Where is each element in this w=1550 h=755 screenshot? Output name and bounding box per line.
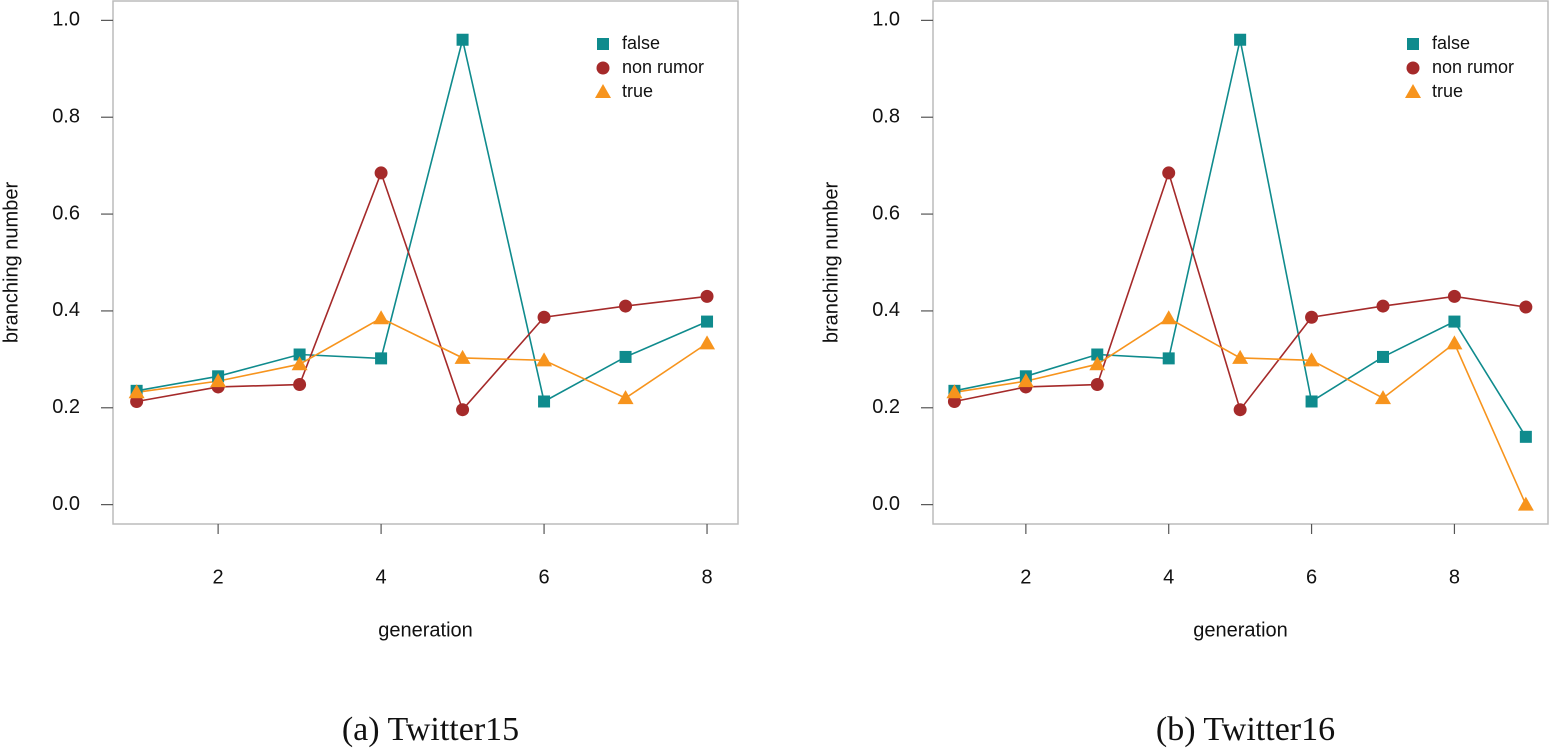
data-point <box>1305 310 1319 324</box>
data-point <box>1376 299 1390 313</box>
y-tick-label: 0.0 <box>52 493 80 515</box>
data-point <box>128 384 145 399</box>
data-point <box>291 356 308 371</box>
y-tick-label: 0.6 <box>872 202 900 224</box>
x-axis-label: generation <box>378 619 473 641</box>
caption: (b) Twitter16 <box>1156 711 1335 748</box>
y-tick-label: 0.4 <box>872 299 900 321</box>
legend-marker <box>596 61 610 75</box>
y-tick-label: 0.8 <box>52 106 80 128</box>
y-tick-label: 0.2 <box>52 396 80 418</box>
data-point <box>1017 373 1034 388</box>
x-tick-label: 4 <box>376 566 387 588</box>
caption: (a) Twitter15 <box>342 711 519 748</box>
data-point <box>1448 315 1461 328</box>
y-tick-label: 0.4 <box>52 299 80 321</box>
y-tick-label: 0.8 <box>872 106 900 128</box>
plot-frame <box>932 0 1549 525</box>
x-tick-label: 8 <box>701 566 712 588</box>
x-tick-label: 6 <box>1306 566 1317 588</box>
x-tick-label: 4 <box>1163 566 1174 588</box>
y-tick-label: 0.0 <box>872 493 900 515</box>
data-point <box>1232 349 1249 364</box>
x-tick-label: 2 <box>1020 566 1031 588</box>
data-point <box>374 166 388 180</box>
data-point <box>1377 350 1389 363</box>
data-point <box>619 350 632 363</box>
legend-marker <box>595 84 611 98</box>
legend-label: false <box>1432 33 1470 53</box>
data-point <box>619 299 633 313</box>
legend-marker <box>1405 84 1421 98</box>
legend-label: true <box>622 81 653 101</box>
data-point <box>293 378 307 392</box>
series-line <box>136 317 708 400</box>
data-point <box>701 315 714 328</box>
data-point <box>1517 496 1534 511</box>
data-point <box>538 395 551 408</box>
series-line <box>136 170 708 412</box>
y-tick-label: 1.0 <box>872 9 900 31</box>
x-tick-label: 8 <box>1449 566 1460 588</box>
data-point <box>1234 33 1247 46</box>
data-point <box>456 403 470 417</box>
data-point <box>1519 300 1533 314</box>
data-point <box>536 352 553 367</box>
data-point <box>1519 430 1532 443</box>
y-axis-label: branching number <box>820 182 842 344</box>
x-tick-label: 2 <box>213 566 224 588</box>
data-point <box>617 390 634 405</box>
series-line <box>954 170 1526 412</box>
data-point <box>1160 310 1177 325</box>
data-point <box>1447 289 1461 303</box>
legend-marker <box>597 38 609 50</box>
data-point <box>1446 335 1463 350</box>
legend-marker <box>1407 38 1419 50</box>
x-axis-label: generation <box>1193 619 1288 641</box>
data-point <box>1375 390 1391 405</box>
data-point <box>1305 395 1318 408</box>
data-point <box>1233 403 1247 417</box>
legend-label: false <box>622 33 660 53</box>
series-line <box>136 39 708 403</box>
x-tick-label: 6 <box>539 566 550 588</box>
y-axis-label: branching number <box>0 182 22 344</box>
data-point <box>293 348 306 361</box>
data-point <box>1303 352 1320 367</box>
y-tick-label: 0.2 <box>872 396 900 418</box>
data-point <box>537 310 551 324</box>
legend-label: non rumor <box>622 57 704 77</box>
data-point <box>1162 352 1175 365</box>
legend-marker <box>1406 61 1420 75</box>
legend-label: non rumor <box>1432 57 1514 77</box>
data-point <box>700 289 714 303</box>
data-point <box>699 335 716 350</box>
data-point <box>373 310 390 325</box>
data-point <box>210 373 227 388</box>
data-point <box>1091 348 1104 361</box>
data-point <box>1089 356 1106 371</box>
y-tick-label: 0.6 <box>52 202 80 224</box>
data-point <box>375 352 388 365</box>
data-point <box>1090 378 1104 392</box>
data-point <box>456 33 469 46</box>
data-point <box>454 349 471 364</box>
plot-frame <box>112 0 739 525</box>
y-tick-label: 1.0 <box>52 9 80 31</box>
data-point <box>946 384 963 399</box>
legend-label: true <box>1432 81 1463 101</box>
data-point <box>1162 166 1176 180</box>
